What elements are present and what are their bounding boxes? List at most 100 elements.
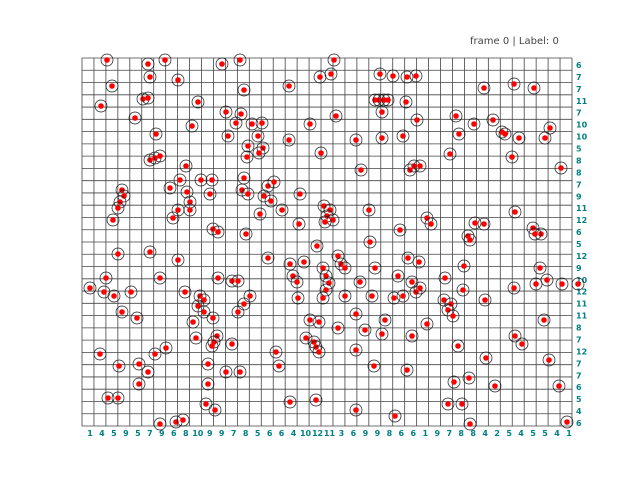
particle-ring (353, 275, 367, 289)
column-clue: 4 (291, 429, 297, 438)
column-clue: 8 (387, 429, 393, 438)
particle-ring (93, 347, 107, 361)
particle-dot (136, 381, 142, 387)
particle-dot (175, 257, 181, 263)
row-clue: 4 (576, 407, 582, 416)
row-clue: 11 (576, 97, 588, 106)
particle-dot (110, 217, 116, 223)
particle (478, 293, 492, 307)
particle (327, 53, 341, 67)
particle (477, 81, 491, 95)
particle-ring (297, 255, 311, 269)
particle-ring (141, 91, 155, 105)
particle-ring (225, 337, 239, 351)
particle-ring (257, 189, 271, 203)
column-clue: 8 (458, 429, 464, 438)
particle-dot (239, 187, 245, 193)
particle-ring (349, 343, 363, 357)
particle (375, 327, 389, 341)
particle (234, 107, 248, 121)
particle-dot (307, 121, 313, 127)
particle-ring (159, 341, 173, 355)
particle (178, 285, 192, 299)
particle-dot (456, 131, 462, 137)
particle-ring (290, 275, 304, 289)
particle-dot (294, 279, 300, 285)
particle (396, 129, 410, 143)
particle-ring (239, 227, 253, 241)
particle-ring (400, 70, 414, 84)
particle-dot (180, 417, 186, 423)
grid-lines (81, 57, 573, 427)
column-clue: 4 (482, 429, 488, 438)
particle-ring (312, 345, 326, 359)
particle-dot (287, 261, 293, 267)
particle (463, 233, 477, 247)
particle-ring (405, 329, 419, 343)
particle-dot (424, 321, 430, 327)
particle (316, 291, 330, 305)
particle (410, 113, 424, 127)
particle (324, 67, 338, 81)
column-clue: 11 (324, 429, 336, 438)
particle (353, 275, 367, 289)
particle-ring (452, 127, 466, 141)
particle-ring (264, 194, 278, 208)
particle-dot (207, 191, 213, 197)
particle (319, 283, 333, 297)
column-clues: 1 4 5 9 5 7 9 6 8 10 9 9 7 8 5 6 6 4 10 12 11 3 6 9 9 8 6 6 1 9 7 8 8 4 2 5… (87, 429, 572, 438)
particle-ring (401, 251, 415, 265)
particle-ring (149, 127, 163, 141)
particle-ring (505, 150, 519, 164)
particle-ring (179, 159, 193, 173)
row-clue: 7 (576, 371, 582, 380)
particle-dot (371, 363, 377, 369)
particle-dot (225, 133, 231, 139)
particle (101, 391, 115, 405)
particle-ring (252, 146, 266, 160)
particle-ring (229, 116, 243, 130)
column-clue: 5 (542, 429, 548, 438)
column-clue: 3 (339, 429, 345, 438)
particle (159, 341, 173, 355)
particle-ring (143, 70, 157, 84)
particle-dot (516, 135, 522, 141)
particle-dot (134, 315, 140, 321)
particle (237, 83, 251, 97)
particle-ring (396, 129, 410, 143)
particle-dot (461, 263, 467, 269)
particle (413, 281, 427, 295)
particle (171, 253, 185, 267)
particle (409, 69, 423, 83)
particle-ring (338, 289, 352, 303)
particle (508, 205, 522, 219)
particle-ring (233, 365, 247, 379)
column-clue: 9 (159, 429, 165, 438)
particle-ring (412, 255, 426, 269)
particle-dot (241, 301, 247, 307)
particle-dot (87, 285, 93, 291)
particle (449, 109, 463, 123)
column-clue: 1 (423, 429, 429, 438)
particle-ring (322, 276, 336, 290)
particle-ring (331, 249, 345, 263)
particle (251, 129, 265, 143)
particle-dot (379, 331, 385, 337)
particle-dot (448, 301, 454, 307)
particle (538, 131, 552, 145)
particle (231, 274, 245, 288)
particle-ring (467, 117, 481, 131)
particle-dot (311, 339, 317, 345)
particle-ring (237, 83, 251, 97)
particle-ring (571, 277, 585, 291)
particle (124, 285, 138, 299)
particle (141, 91, 155, 105)
particle-dot (163, 345, 169, 351)
particle (290, 275, 304, 289)
particle-ring (283, 395, 297, 409)
status-label: frame 0 | Label: 0 (470, 36, 559, 47)
row-clue: 8 (576, 168, 582, 177)
particle-ring (158, 53, 172, 67)
particle-ring (171, 73, 185, 87)
